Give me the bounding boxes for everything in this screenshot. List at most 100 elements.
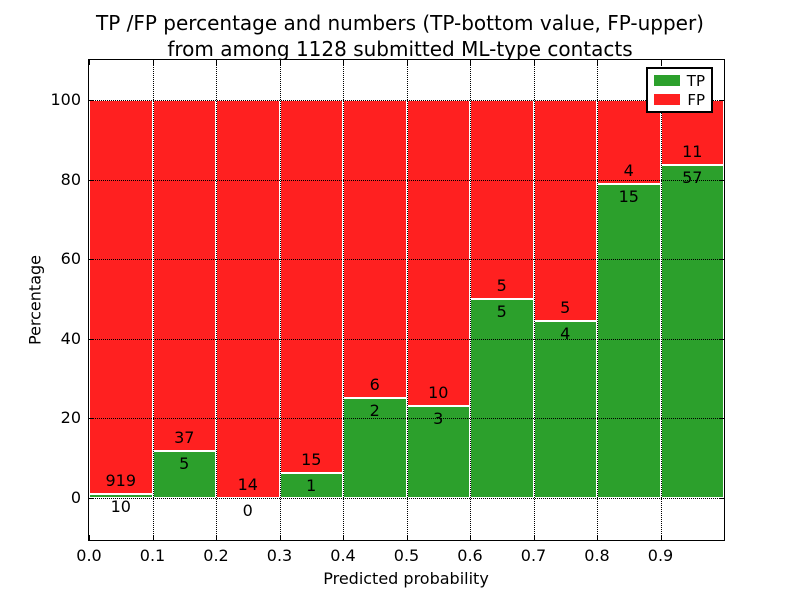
y-tick-mark-right [719,179,724,181]
gridline-x [470,60,471,540]
y-tick-mark-right [719,100,724,102]
fp-count-label: 6 [369,375,380,395]
y-tick-label: 0 [70,487,81,507]
chart-title: TP /FP percentage and numbers (TP-bottom… [0,10,800,62]
gridline-x [152,60,154,540]
y-tick-mark [89,497,94,499]
tp-count-label: 5 [179,453,190,473]
gridline-x [406,60,408,540]
y-tick-mark-right [719,418,724,420]
x-tick-mark [343,535,344,540]
bar-fp-segment [597,100,661,184]
tp-count-label: 15 [618,186,639,206]
x-tick-mark-top [470,60,471,65]
tp-count-label: 57 [682,167,703,187]
tp-count-label: 1 [306,475,317,495]
bar-tp-segment [470,299,534,498]
x-tick-mark [660,535,662,540]
fp-count-label: 37 [174,427,195,447]
gridline-x [597,60,598,540]
gridline-y [89,100,724,102]
x-tick-mark-top [343,60,344,65]
y-tick-mark [89,418,94,420]
bar-tp-segment [533,321,597,498]
x-tick-label: 0.5 [393,546,420,565]
y-tick-label: 100 [50,90,81,110]
x-tick-label: 0.2 [203,546,229,565]
bar-tp-segment [279,472,343,498]
y-tick-mark-right [719,338,724,340]
x-tick-label: 0.1 [139,546,166,565]
bar-tp-segment [406,406,470,498]
gridline-x [216,60,217,540]
x-tick-label: 0.9 [647,546,674,565]
x-tick-mark-top [279,60,281,65]
x-tick-mark [470,535,471,540]
tp-count-label: 10 [110,496,131,516]
chart-title-line1: TP /FP percentage and numbers (TP-bottom… [96,11,704,35]
x-tick-mark [597,535,598,540]
gridline-y [89,418,724,420]
legend: TP FP [646,67,713,113]
y-tick-label: 60 [60,249,81,269]
x-tick-mark-top [89,60,90,65]
x-tick-mark [152,535,154,540]
y-tick-mark-right [719,259,724,261]
tp-count-label: 5 [496,302,507,321]
fp-count-label: 4 [623,160,634,180]
gridline-y [89,497,724,499]
legend-item-tp: TP [654,73,705,89]
tp-count-label: 3 [433,409,444,429]
fp-count-label: 919 [105,470,137,490]
bar-fp-segment [533,100,597,322]
plot-area: 919 10 37 5 14 0 15 1 6 2 10 3 5 5 5 4 4 15 11 57 [88,59,725,541]
x-tick-mark-top [660,60,662,65]
y-tick-label: 20 [60,408,81,428]
x-tick-mark-top [152,60,154,65]
x-tick-label: 0.3 [266,546,293,565]
fp-count-label: 11 [682,141,703,161]
legend-swatch-fp [654,94,681,105]
x-tick-mark-top [597,60,598,65]
fp-count-label: 5 [496,276,507,295]
fp-count-label: 15 [301,449,322,469]
y-tick-mark [89,100,94,102]
tp-count-label: 0 [242,500,253,520]
bar-fp-segment [89,100,153,494]
gridline-x [660,60,662,540]
x-tick-label: 0.7 [520,546,547,565]
gridline-x [279,60,281,540]
gridline-y [89,259,724,261]
y-tick-mark [89,338,94,340]
x-tick-mark [406,535,408,540]
x-axis-label: Predicted probability [323,569,489,588]
x-tick-label: 0.4 [330,546,356,565]
legend-label-tp: TP [686,71,705,90]
x-tick-mark [89,535,90,540]
chart-title-line2: from among 1128 submitted ML-type contac… [167,37,633,61]
fp-count-label: 5 [560,298,571,318]
x-tick-mark-top [533,60,535,65]
x-tick-label: 0.6 [457,546,483,565]
y-tick-mark [89,259,94,261]
gridline-x [343,60,344,540]
gridline-y [89,338,724,340]
gridline-y [89,179,724,181]
bar-fp-segment [279,100,343,473]
bar-fp-segment [216,100,280,498]
y-tick-label: 40 [60,328,81,348]
legend-item-fp: FP [654,92,705,108]
bar-fp-segment [152,100,216,451]
tp-count-label: 2 [369,401,380,421]
bar-fp-segment [343,100,407,399]
bar-tp-segment [152,450,216,498]
x-tick-label: 0.0 [76,546,102,565]
y-tick-mark-right [719,497,724,499]
x-tick-mark-top [216,60,217,65]
gridline-x [533,60,535,540]
fp-count-label: 14 [237,474,258,494]
x-tick-mark [533,535,535,540]
fp-count-label: 10 [428,383,449,403]
y-tick-mark [89,179,94,181]
